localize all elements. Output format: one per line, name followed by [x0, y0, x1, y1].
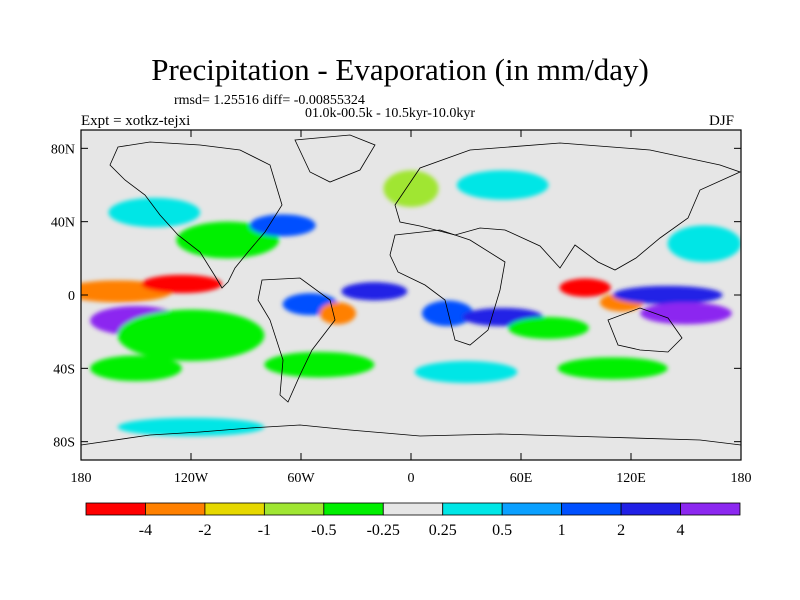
lon-tick-label: 180 [731, 471, 752, 486]
field-blob [456, 170, 549, 200]
coastlines [81, 134, 741, 446]
field-blob [667, 225, 741, 262]
field-blob [141, 274, 223, 294]
coastline-antarctica [81, 424, 741, 446]
lat-tick-label: 80N [51, 142, 75, 157]
map-title: Precipitation - Evaporation (in mm/day) [151, 52, 649, 87]
field-blob [249, 214, 316, 237]
field-blob [108, 197, 201, 228]
latitude-ticks: 80N 40N 0 40S 80S [51, 142, 741, 451]
field-blob [612, 285, 723, 305]
experiment-label: Expt = xotkz-tejxi [81, 113, 191, 129]
lon-tick-label: 120E [616, 471, 646, 486]
colorbar-label: 0.5 [492, 522, 512, 539]
colorbar-label: -1 [258, 522, 271, 539]
colorbar-label: 1 [558, 522, 566, 539]
colorbar-swatch [323, 502, 384, 516]
colorbar-swatch [145, 502, 206, 516]
colorbar-label: -2 [198, 522, 211, 539]
field-blob [414, 361, 518, 383]
lat-tick-label: 0 [68, 289, 75, 304]
lat-tick-label: 40N [51, 216, 75, 231]
field-blob [383, 170, 439, 208]
field-blob [422, 300, 474, 327]
coastline-greenland [294, 134, 376, 183]
field-blob [264, 351, 375, 378]
colorbar-label: -0.25 [367, 522, 400, 539]
colorbar-swatch [680, 502, 741, 516]
colorbar-label: 2 [617, 522, 625, 539]
field-blob [176, 221, 279, 259]
colorbar-swatch [501, 502, 563, 516]
coastline-south-america [257, 277, 336, 403]
lon-tick-label: 60W [287, 471, 315, 486]
colorbar-swatch [263, 502, 325, 516]
lon-tick-label: 180 [71, 471, 92, 486]
stats-line: rmsd= 1.25516 diff= -0.00855324 [174, 93, 365, 108]
field-blob [508, 317, 589, 339]
colorbar: -4 -2 -1 -0.5 -0.25 0.25 0.5 1 2 4 [85, 502, 741, 539]
lon-tick-label: 120W [174, 471, 209, 486]
field-contours [81, 170, 741, 437]
lon-tick-label: 0 [408, 471, 415, 486]
field-blob [319, 302, 356, 325]
colorbar-label: -0.5 [311, 522, 336, 539]
colorbar-swatch [620, 502, 681, 516]
season-label: DJF [709, 113, 735, 129]
lon-tick-label: 60E [510, 471, 533, 486]
longitude-ticks: 180 120W 60W 0 60E 120E 180 [71, 130, 752, 486]
colorbar-swatch [442, 502, 503, 516]
colorbar-label: 0.25 [429, 522, 457, 539]
field-blob [90, 355, 182, 382]
colorbar-swatch [204, 502, 265, 516]
colorbar-label: -4 [139, 522, 152, 539]
field-blob [640, 302, 732, 325]
coastline-eurasia [394, 142, 741, 271]
colorbar-swatch [561, 502, 622, 516]
field-blob [557, 357, 668, 380]
coastline-north-america [109, 141, 283, 289]
colorbar-swatch [382, 502, 444, 516]
period-label: 01.0k-00.5k - 10.5kyr-10.0kyr [305, 106, 476, 121]
coastline-australia [607, 307, 683, 353]
coastline-africa [389, 229, 506, 346]
field-blob [117, 309, 265, 362]
field-blob [117, 417, 265, 437]
field-blob [559, 278, 611, 297]
colorbar-swatch [85, 502, 146, 516]
lat-tick-label: 80S [53, 436, 75, 451]
lat-tick-label: 40S [53, 362, 75, 377]
field-blob [341, 282, 408, 301]
colorbar-label: 4 [677, 522, 685, 539]
